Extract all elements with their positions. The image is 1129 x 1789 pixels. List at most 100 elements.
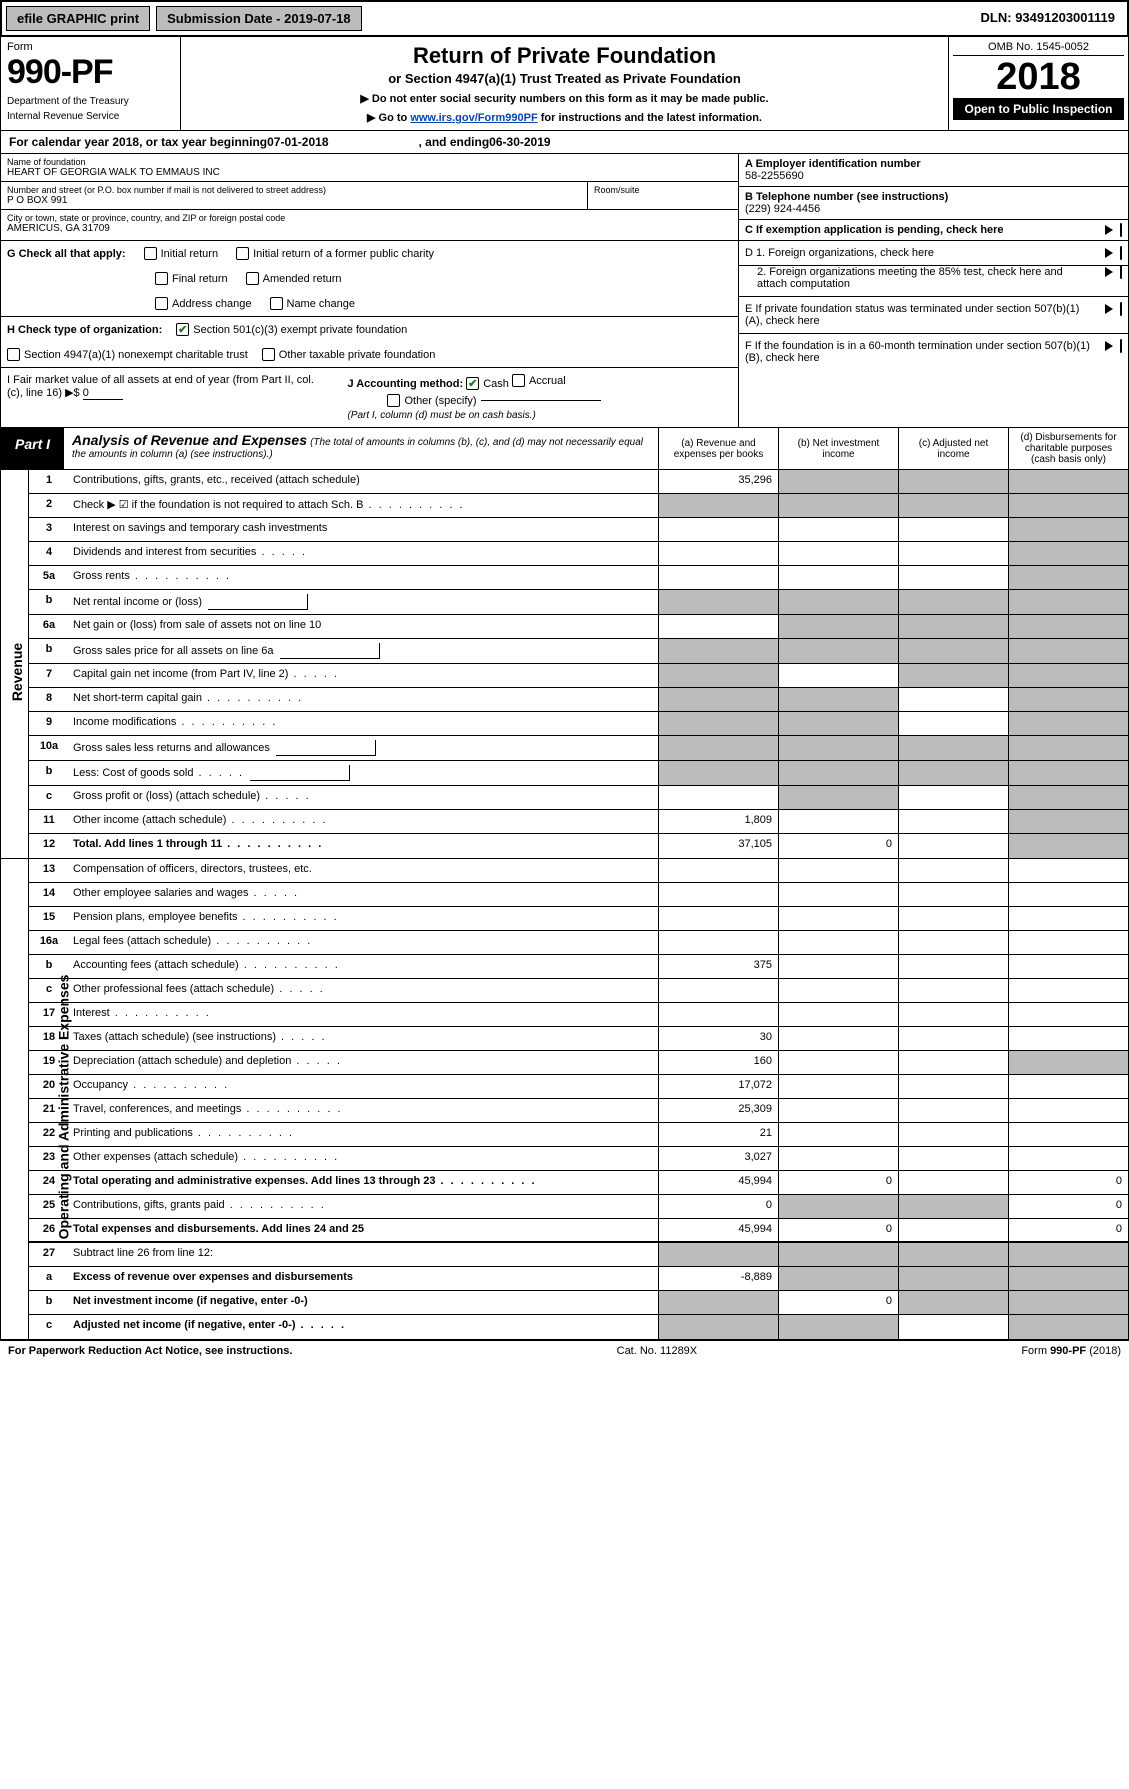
c-checkbox[interactable]: [1120, 223, 1122, 237]
amount-cell: [898, 834, 1008, 858]
cb-accrual[interactable]: Accrual: [512, 374, 566, 387]
checkbox-checked-icon: [466, 377, 479, 390]
amount-cell: [658, 712, 778, 735]
amount-cell: [898, 566, 1008, 589]
i-fmv-block: I Fair market value of all assets at end…: [7, 374, 327, 400]
amount-cell: [1008, 1291, 1128, 1314]
arrow-icon: [1105, 267, 1113, 277]
table-row: 5aGross rents: [29, 566, 1128, 590]
amount-cell: [898, 1051, 1008, 1074]
city-field: City or town, state or province, country…: [1, 210, 738, 237]
checkbox-icon: [262, 348, 275, 361]
amount-cell: [898, 736, 1008, 760]
top-toolbar: efile GRAPHIC print Submission Date - 20…: [0, 0, 1129, 37]
amount-cell: 0: [778, 1171, 898, 1194]
amount-cell: [1008, 786, 1128, 809]
cb-amended-return[interactable]: Amended return: [246, 272, 342, 285]
entity-block: Name of foundation HEART OF GEORGIA WALK…: [0, 154, 1129, 241]
table-row: 22Printing and publications21: [29, 1123, 1128, 1147]
cal-begin: 07-01-2018: [267, 135, 328, 149]
line-description: Gross sales less returns and allowances: [69, 736, 658, 760]
col-a-header: (a) Revenue and expenses per books: [658, 428, 778, 469]
table-row: 6aNet gain or (loss) from sale of assets…: [29, 615, 1128, 639]
amount-cell: [778, 688, 898, 711]
cb-name-change[interactable]: Name change: [270, 297, 356, 310]
d2-checkbox[interactable]: [1120, 265, 1122, 279]
amount-cell: [778, 883, 898, 906]
amount-cell: [658, 688, 778, 711]
amount-cell: [1008, 859, 1128, 882]
efile-print-button[interactable]: efile GRAPHIC print: [6, 6, 150, 31]
line-description: Other expenses (attach schedule): [69, 1147, 658, 1170]
other-method-line: [481, 400, 601, 401]
table-row: 23Other expenses (attach schedule)3,027: [29, 1147, 1128, 1171]
line-description: Subtract line 26 from line 12:: [69, 1243, 658, 1266]
d1-checkbox[interactable]: [1120, 246, 1122, 260]
line-number: b: [29, 639, 69, 663]
expenses-side-label: Operating and Administrative Expenses: [1, 859, 29, 1339]
instructions-link[interactable]: www.irs.gov/Form990PF: [410, 112, 537, 124]
table-row: 26Total expenses and disbursements. Add …: [29, 1219, 1128, 1243]
amount-cell: 0: [1008, 1171, 1128, 1194]
amount-cell: [1008, 834, 1128, 858]
amount-cell: [778, 955, 898, 978]
d1-label: D 1. Foreign organizations, check here: [745, 247, 934, 259]
cb-initial-former[interactable]: Initial return of a former public charit…: [236, 247, 434, 260]
form-note-2: ▶ Go to www.irs.gov/Form990PF for instru…: [191, 111, 938, 124]
amount-cell: 0: [1008, 1195, 1128, 1218]
addr-label: Number and street (or P.O. box number if…: [7, 185, 581, 195]
cb-other-method[interactable]: Other (specify): [387, 394, 600, 407]
amount-cell: [1008, 1147, 1128, 1170]
ein-value: 58-2255690: [745, 170, 1122, 182]
form-year-block: OMB No. 1545-0052 2018 Open to Public In…: [948, 37, 1128, 130]
cb-initial-return[interactable]: Initial return: [144, 247, 218, 260]
amount-cell: [778, 1099, 898, 1122]
phone-value: (229) 924-4456: [745, 203, 1122, 215]
cb-other-taxable[interactable]: Other taxable private foundation: [262, 348, 436, 361]
line-number: b: [29, 761, 69, 785]
cb-address-change[interactable]: Address change: [155, 297, 252, 310]
amount-cell: [898, 1099, 1008, 1122]
amount-cell: [658, 786, 778, 809]
amount-cell: [898, 810, 1008, 833]
cb-4947[interactable]: Section 4947(a)(1) nonexempt charitable …: [7, 348, 248, 361]
j-accounting-block: J Accounting method: Cash Accrual Other …: [347, 374, 732, 421]
cal-text1: For calendar year 2018, or tax year begi…: [9, 135, 267, 149]
line-number: 1: [29, 470, 69, 493]
room-field: Room/suite: [588, 182, 738, 209]
f-checkbox[interactable]: [1120, 339, 1122, 353]
table-row: bLess: Cost of goods sold: [29, 761, 1128, 786]
table-row: 12Total. Add lines 1 through 1137,1050: [29, 834, 1128, 858]
f-check-area: [1102, 340, 1122, 352]
e-checkbox[interactable]: [1120, 302, 1122, 316]
amount-cell: [778, 859, 898, 882]
f-label: F If the foundation is in a 60-month ter…: [745, 340, 1094, 364]
cb-final-return[interactable]: Final return: [155, 272, 228, 285]
amount-cell: [898, 931, 1008, 954]
amount-cell: [658, 979, 778, 1002]
line-description: Net gain or (loss) from sale of assets n…: [69, 615, 658, 638]
dln-value: 93491203001119: [1015, 10, 1115, 25]
cb-501c3[interactable]: Section 501(c)(3) exempt private foundat…: [176, 323, 407, 336]
open-inspection-badge: Open to Public Inspection: [953, 98, 1124, 120]
amount-cell: [658, 931, 778, 954]
table-row: 21Travel, conferences, and meetings25,30…: [29, 1099, 1128, 1123]
amount-cell: [778, 1051, 898, 1074]
line-number: 16a: [29, 931, 69, 954]
cb-cash[interactable]: Cash: [466, 377, 509, 390]
amount-cell: [658, 639, 778, 663]
line-number: b: [29, 590, 69, 614]
line-description: Net short-term capital gain: [69, 688, 658, 711]
amount-cell: [1008, 1051, 1128, 1074]
table-row: 25Contributions, gifts, grants paid00: [29, 1195, 1128, 1219]
c-label: C If exemption application is pending, c…: [745, 224, 1004, 236]
amount-cell: [658, 1315, 778, 1339]
line-description: Total expenses and disbursements. Add li…: [69, 1219, 658, 1241]
line-description: Interest: [69, 1003, 658, 1026]
amount-cell: 0: [1008, 1219, 1128, 1241]
h-check-row: H Check type of organization: Section 50…: [1, 317, 738, 368]
table-row: bNet investment income (if negative, ent…: [29, 1291, 1128, 1315]
amount-cell: [778, 542, 898, 565]
table-row: 20Occupancy17,072: [29, 1075, 1128, 1099]
dln-badge: DLN: 93491203001119: [973, 6, 1123, 31]
